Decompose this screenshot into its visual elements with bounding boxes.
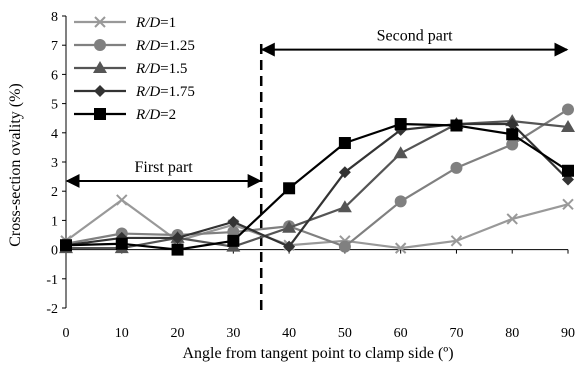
data-point xyxy=(562,103,574,116)
series-4 xyxy=(60,118,574,253)
series-line xyxy=(66,120,569,250)
annotations: First part Second part xyxy=(65,28,569,310)
data-point xyxy=(283,182,296,195)
legend-label-variable: R/D xyxy=(135,15,160,31)
data-point xyxy=(394,118,407,131)
y-tick-label: 8 xyxy=(51,10,58,25)
legend-item-5: R/D=2 xyxy=(74,107,176,123)
series-3 xyxy=(59,114,575,254)
legend-label: R/D=1.25 xyxy=(135,38,195,54)
series-line xyxy=(65,122,569,249)
x-tick-label: 60 xyxy=(394,326,408,341)
y-tick-label: -2 xyxy=(46,302,58,317)
data-point xyxy=(171,231,184,244)
legend-label: R/D=1.5 xyxy=(135,61,187,77)
data-point xyxy=(60,239,72,252)
data-point xyxy=(171,243,184,256)
data-point xyxy=(394,195,407,208)
series-line xyxy=(65,108,569,248)
legend-label-value: =1 xyxy=(160,15,176,31)
data-point xyxy=(393,146,408,159)
series-group xyxy=(59,103,575,256)
series-line xyxy=(65,198,569,250)
x-tick-label: 40 xyxy=(282,326,296,341)
legend-label: R/D=1.75 xyxy=(135,84,195,100)
legend-label: R/D=2 xyxy=(135,107,176,123)
y-axis-label: Cross-section ovality (%) xyxy=(7,83,24,247)
y-tick-label: 3 xyxy=(51,156,58,171)
data-point xyxy=(394,242,407,254)
legend-label-variable: R/D xyxy=(135,107,160,123)
x-tick-label: 90 xyxy=(561,326,575,341)
legend-item-2: R/D=1.25 xyxy=(74,38,195,54)
data-point xyxy=(561,119,575,132)
y-tick-label: 4 xyxy=(51,127,58,142)
legend-item-4: R/D=1.75 xyxy=(74,84,195,100)
legend-label-variable: R/D xyxy=(135,61,160,77)
legend-marker xyxy=(94,16,106,28)
data-point xyxy=(116,194,128,206)
data-point xyxy=(562,164,574,177)
x-tick-label: 20 xyxy=(171,326,185,341)
y-tick-label: 7 xyxy=(51,39,58,54)
data-point xyxy=(282,220,297,233)
legend-marker xyxy=(94,39,106,51)
data-point xyxy=(506,213,518,225)
legend-label: R/D=1 xyxy=(135,15,176,31)
x-tick-label: 80 xyxy=(505,326,519,341)
legend-label-value: =1.75 xyxy=(160,84,195,100)
legend-marker xyxy=(94,85,106,97)
series-5 xyxy=(60,118,574,256)
x-tick-label: 0 xyxy=(63,326,70,341)
legend-label-variable: R/D xyxy=(135,38,160,54)
y-tick-label: 1 xyxy=(51,214,58,229)
data-point xyxy=(450,161,463,174)
x-tick-label: 70 xyxy=(449,326,463,341)
y-tick-label: 6 xyxy=(51,68,58,83)
series-line xyxy=(65,122,569,251)
data-point xyxy=(506,118,519,131)
data-point xyxy=(338,166,351,179)
data-point xyxy=(338,240,351,253)
annotation-label: Second part xyxy=(377,28,454,45)
data-point xyxy=(227,234,240,247)
data-point xyxy=(450,235,463,247)
data-point xyxy=(338,137,351,150)
data-point xyxy=(115,237,128,250)
data-point xyxy=(337,200,352,213)
legend-item-3: R/D=1.5 xyxy=(74,61,187,77)
y-tick-label: -1 xyxy=(46,273,58,288)
y-tick-label: 0 xyxy=(51,244,58,259)
x-axis-label: Angle from tangent point to clamp side (… xyxy=(182,345,453,362)
x-tick-label: 50 xyxy=(338,326,352,341)
y-tick-label: 5 xyxy=(51,98,58,113)
legend: R/D=1R/D=1.25R/D=1.5R/D=1.75R/D=2 xyxy=(74,15,195,123)
data-point xyxy=(506,138,519,151)
legend-label-variable: R/D xyxy=(135,84,160,100)
data-point xyxy=(227,215,240,228)
legend-label-value: =1.25 xyxy=(160,38,195,54)
data-point xyxy=(562,198,574,211)
x-tick-label: 30 xyxy=(226,326,240,341)
y-tick-label: 2 xyxy=(51,185,58,200)
legend-item-1: R/D=1 xyxy=(74,15,176,31)
data-point xyxy=(450,119,463,132)
legend-marker xyxy=(93,61,107,73)
data-point xyxy=(283,240,296,253)
legend-marker xyxy=(94,108,106,120)
annotation-label: First part xyxy=(135,159,194,176)
series-2 xyxy=(60,103,574,253)
x-tick-label: 10 xyxy=(115,326,129,341)
data-point xyxy=(506,128,519,141)
legend-label-value: =2 xyxy=(160,107,176,123)
legend-label-value: =1.5 xyxy=(160,61,187,77)
